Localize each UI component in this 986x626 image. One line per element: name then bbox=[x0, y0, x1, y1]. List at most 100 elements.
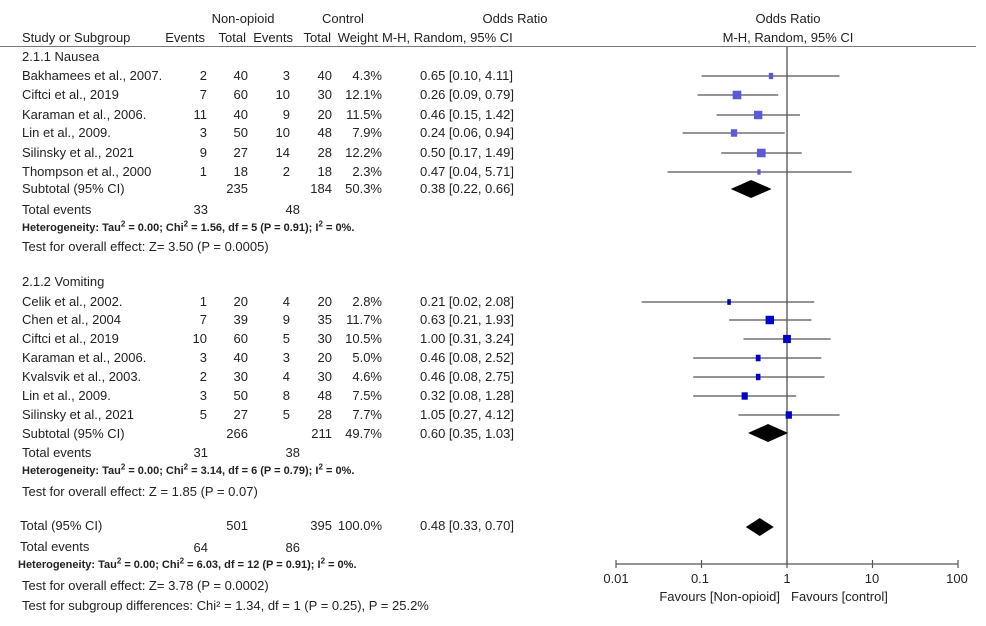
events-control: 3 bbox=[282, 68, 290, 83]
study-name: Lin et al., 2009. bbox=[22, 125, 111, 140]
total-nonopioid: 27 bbox=[233, 407, 248, 422]
total-control: 48 bbox=[317, 125, 332, 140]
events-nonopioid: 7 bbox=[199, 312, 207, 327]
total-events-control: 86 bbox=[285, 540, 300, 555]
tick-label-100: 100 bbox=[946, 571, 968, 586]
total-control: 20 bbox=[317, 294, 332, 309]
study-name: Bakhamees et al., 2007. bbox=[22, 68, 163, 83]
study-square bbox=[730, 129, 738, 137]
events-nonopioid: 7 bbox=[199, 87, 207, 102]
total-control: 40 bbox=[317, 68, 332, 83]
subtotal-or-ci: 0.60 [0.35, 1.03] bbox=[420, 426, 514, 441]
study-name: Kvalsvik et al., 2003. bbox=[22, 369, 142, 384]
study-or-ci: 0.32 [0.08, 1.28] bbox=[420, 388, 514, 403]
study-or-ci: 1.05 [0.27, 4.12] bbox=[420, 407, 514, 422]
total-label: Total (95% CI) bbox=[20, 518, 103, 533]
total-events-label: Total events bbox=[22, 202, 92, 217]
total-or-ci: 0.48 [0.33, 0.70] bbox=[420, 518, 514, 533]
study-square bbox=[757, 169, 761, 175]
subtotal-n2: 184 bbox=[310, 181, 332, 196]
total-nonopioid: 60 bbox=[233, 331, 248, 346]
study-square bbox=[765, 315, 775, 325]
subtotal-n1: 266 bbox=[226, 426, 248, 441]
study-weight: 5.0% bbox=[352, 350, 382, 365]
study-or-ci: 1.00 [0.31, 3.24] bbox=[420, 331, 514, 346]
study-square bbox=[785, 411, 792, 419]
total-nonopioid: 27 bbox=[233, 145, 248, 160]
total-nonopioid: 18 bbox=[233, 164, 248, 179]
events-control: 10 bbox=[275, 87, 290, 102]
events-nonopioid: 1 bbox=[199, 294, 207, 309]
total-nonopioid: 30 bbox=[233, 369, 248, 384]
study-or-ci: 0.26 [0.09, 0.79] bbox=[420, 87, 514, 102]
pooled-diamond bbox=[745, 518, 774, 536]
study-or-ci: 0.46 [0.15, 1.42] bbox=[420, 107, 514, 122]
study-name: Ciftci et al., 2019 bbox=[22, 87, 119, 102]
total-events-nonopioid: 64 bbox=[193, 540, 208, 555]
events-control: 8 bbox=[282, 388, 290, 403]
tick-label-1: 1 bbox=[783, 571, 791, 586]
study-weight: 2.8% bbox=[352, 294, 382, 309]
events-control: 3 bbox=[282, 350, 290, 365]
tick-label-10: 10 bbox=[864, 571, 880, 586]
total-nonopioid: 60 bbox=[233, 87, 248, 102]
subgroup-difference-text: Test for subgroup differences: Chi² = 1.… bbox=[22, 598, 429, 613]
events-nonopioid: 3 bbox=[199, 388, 207, 403]
total-control: 28 bbox=[317, 407, 332, 422]
events-control: 9 bbox=[282, 312, 290, 327]
study-square bbox=[727, 299, 731, 305]
total-control: 20 bbox=[317, 107, 332, 122]
total-n2: 395 bbox=[310, 518, 332, 533]
study-square bbox=[754, 110, 763, 120]
study-name: Chen et al., 2004 bbox=[22, 312, 122, 327]
total-events-nonopioid: 31 bbox=[193, 445, 208, 460]
overall-effect-text: Test for overall effect: Z= 3.50 (P = 0.… bbox=[22, 239, 269, 254]
study-weight: 7.5% bbox=[352, 388, 382, 403]
events-nonopioid: 2 bbox=[199, 369, 207, 384]
subtotal-label: Subtotal (95% CI) bbox=[22, 181, 125, 196]
study-weight: 4.6% bbox=[352, 369, 382, 384]
subtotal-n2: 211 bbox=[311, 426, 332, 441]
study-square bbox=[755, 373, 761, 381]
subtotal-or-ci: 0.38 [0.22, 0.66] bbox=[420, 181, 514, 196]
events-nonopioid: 5 bbox=[199, 407, 207, 422]
subtotal-label: Subtotal (95% CI) bbox=[22, 426, 125, 441]
study-weight: 12.1% bbox=[345, 87, 382, 102]
study-weight: 10.5% bbox=[345, 331, 382, 346]
study-weight: 7.7% bbox=[352, 407, 382, 422]
events-nonopioid: 1 bbox=[199, 164, 207, 179]
study-weight: 2.3% bbox=[352, 164, 382, 179]
events-nonopioid: 2 bbox=[199, 68, 207, 83]
study-square bbox=[732, 90, 742, 100]
heterogeneity-text: Heterogeneity: Tau2 = 0.00; Chi2 = 1.56,… bbox=[22, 219, 355, 234]
study-square bbox=[768, 72, 774, 80]
total-n1: 501 bbox=[226, 518, 248, 533]
total-events-label: Total events bbox=[22, 445, 92, 460]
heterogeneity-text: Heterogeneity: Tau2 = 0.00; Chi2 = 3.14,… bbox=[22, 462, 355, 477]
total-weight: 100.0% bbox=[337, 518, 382, 533]
total-nonopioid: 40 bbox=[233, 107, 248, 122]
events-control: 5 bbox=[282, 331, 290, 346]
total-events-nonopioid: 33 bbox=[193, 202, 208, 217]
subgroup-title: 2.1.2 Vomiting bbox=[22, 274, 105, 289]
favours-right-label: Favours [control] bbox=[791, 589, 888, 604]
plot-method-header: M-H, Random, 95% CI bbox=[722, 30, 854, 45]
study-name: Silinsky et al., 2021 bbox=[22, 145, 135, 160]
group2-header: Control bbox=[322, 11, 364, 26]
total1-header: Total bbox=[218, 30, 246, 45]
overall-effect-text: Test for overall effect: Z = 1.85 (P = 0… bbox=[22, 484, 258, 499]
subtotal-n1: 235 bbox=[226, 181, 248, 196]
study-name: Thompson et al., 2000 bbox=[22, 164, 152, 179]
study-square bbox=[783, 334, 791, 344]
heterogeneity-text: Heterogeneity: Tau2 = 0.00; Chi2 = 6.03,… bbox=[18, 556, 357, 571]
favours-left-label: Favours [Non-opioid] bbox=[659, 589, 780, 604]
study-name: Karaman et al., 2006. bbox=[22, 107, 147, 122]
events-control: 4 bbox=[282, 369, 290, 384]
total-control: 30 bbox=[317, 87, 332, 102]
events-nonopioid: 9 bbox=[199, 145, 207, 160]
total-events-control: 48 bbox=[285, 202, 300, 217]
or-title: Odds Ratio bbox=[482, 11, 548, 26]
study-or-ci: 0.46 [0.08, 2.75] bbox=[420, 369, 514, 384]
study-or-ci: 0.63 [0.21, 1.93] bbox=[420, 312, 514, 327]
